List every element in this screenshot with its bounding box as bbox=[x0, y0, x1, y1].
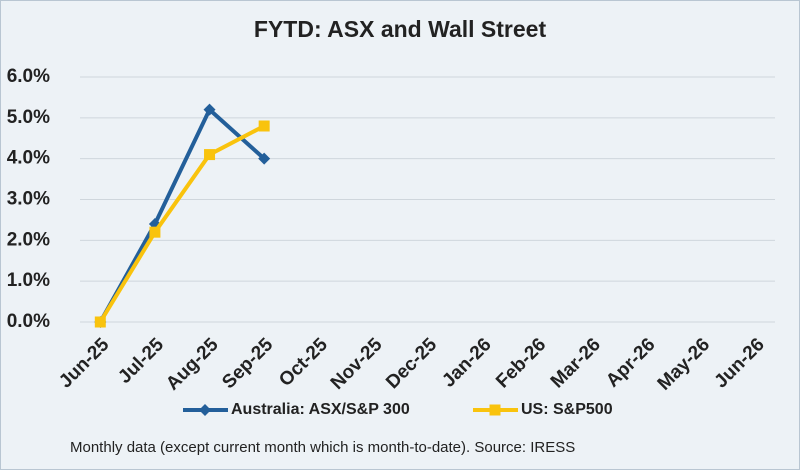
marker bbox=[258, 120, 270, 132]
legend-marker bbox=[489, 404, 501, 416]
y-tick-label: 5.0% bbox=[7, 107, 50, 128]
marker bbox=[94, 316, 106, 328]
y-tick-label: 1.0% bbox=[7, 270, 50, 291]
legend-marker bbox=[199, 404, 211, 416]
marker bbox=[203, 103, 216, 116]
y-tick-label: 0.0% bbox=[7, 311, 50, 332]
marker bbox=[149, 226, 161, 238]
y-tick-label: 2.0% bbox=[7, 229, 50, 250]
footnote: Monthly data (except current month which… bbox=[70, 439, 575, 456]
series-line bbox=[98, 107, 266, 323]
legend-label: Australia: ASX/S&P 300 bbox=[231, 401, 410, 418]
chart-title: FYTD: ASX and Wall Street bbox=[254, 16, 547, 42]
y-tick-label: 4.0% bbox=[7, 148, 50, 169]
y-tick-label: 3.0% bbox=[7, 189, 50, 210]
legend-label: US: S&P500 bbox=[521, 401, 613, 418]
series-line bbox=[98, 124, 266, 324]
marker bbox=[258, 152, 271, 165]
marker bbox=[204, 149, 216, 161]
y-tick-label: 6.0% bbox=[7, 66, 50, 87]
